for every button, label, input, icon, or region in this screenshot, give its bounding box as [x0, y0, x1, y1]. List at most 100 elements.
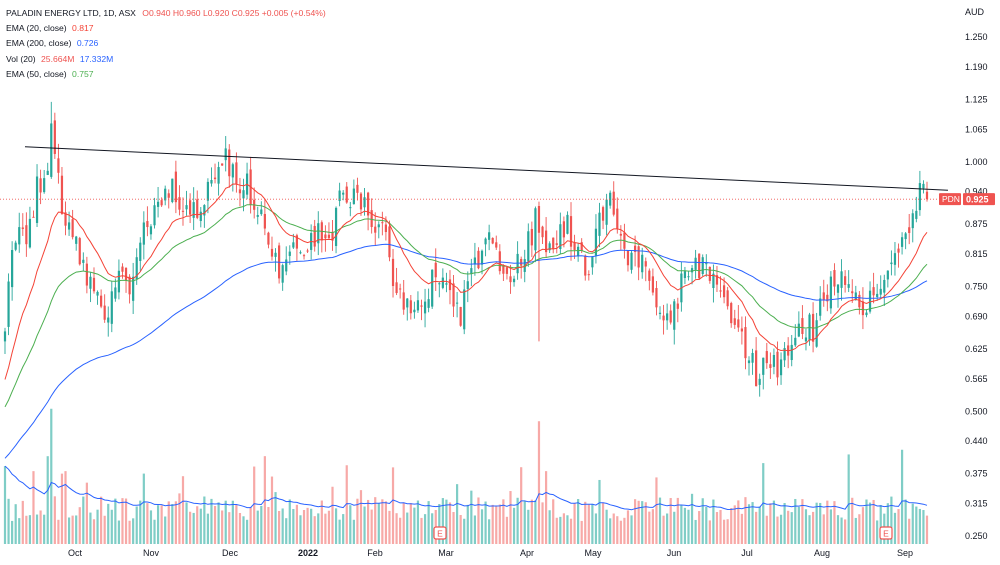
- candle-body: [438, 283, 441, 285]
- volume-bar: [18, 518, 21, 544]
- price-tick-label: 0.500: [965, 406, 988, 416]
- ema200-value: 0.726: [76, 38, 99, 49]
- time-tick-label: Jun: [667, 548, 682, 558]
- volume-bar: [135, 506, 138, 544]
- candle-body: [7, 281, 10, 327]
- volume-bar: [662, 515, 665, 544]
- candle-body: [908, 227, 911, 234]
- candle-body: [698, 253, 701, 279]
- candle-body: [110, 291, 113, 324]
- volume-bar: [844, 519, 847, 544]
- candle-body: [712, 273, 715, 289]
- candle-body: [210, 180, 213, 184]
- candle-body: [242, 190, 245, 199]
- volume-ma-line: [4, 465, 928, 511]
- time-axis[interactable]: Oct Nov Dec 2022 Feb Mar Apr May Jun Jul Aug Sep: [68, 548, 913, 558]
- volume-bar: [790, 512, 793, 544]
- volume-bar: [559, 516, 562, 544]
- earnings-label: E: [437, 529, 443, 539]
- legend-ema20[interactable]: EMA (20, close) 0.817: [6, 21, 326, 36]
- volume-bar: [751, 502, 754, 544]
- candle-body: [423, 301, 427, 314]
- candle-body: [883, 279, 886, 293]
- volume-bar: [769, 503, 772, 544]
- volume-bar: [591, 503, 594, 544]
- volume-bar: [50, 408, 53, 544]
- price-axis[interactable]: AUD 1.250 1.190 1.125 1.065 1.000 0.940 0.875 0.…: [939, 7, 995, 541]
- candle-body: [11, 250, 14, 288]
- candle-body: [598, 212, 601, 236]
- candle-body: [829, 276, 832, 309]
- volume-bar: [288, 499, 291, 544]
- candle-body: [224, 148, 227, 161]
- time-tick-label: May: [584, 548, 602, 558]
- volume-bar: [829, 509, 832, 544]
- candle-body: [85, 263, 88, 286]
- volume-bar: [626, 510, 630, 544]
- ema20-line: [4, 183, 928, 380]
- candle-body: [480, 250, 484, 265]
- price-tick-label: 1.125: [965, 94, 988, 104]
- ema200-label: EMA (200, close): [6, 38, 72, 49]
- volume-bar: [666, 513, 669, 544]
- legend-ema50[interactable]: EMA (50, close) 0.757: [6, 67, 326, 82]
- candle-body: [370, 210, 373, 228]
- volume-bar: [740, 513, 743, 544]
- volume-bar: [577, 499, 580, 544]
- volume-bar: [345, 465, 348, 544]
- volume-bar: [548, 510, 551, 544]
- legend-ema200[interactable]: EMA (200, close) 0.726: [6, 36, 326, 51]
- candle-body: [886, 270, 889, 280]
- volume-bar: [331, 486, 334, 544]
- price-tick-label: 0.940: [965, 187, 988, 197]
- candle-body: [559, 224, 562, 249]
- earnings-marker[interactable]: E: [879, 526, 893, 540]
- candle-body: [292, 242, 295, 248]
- candle-body: [267, 232, 270, 245]
- candle-body: [82, 259, 85, 263]
- volume-bar: [21, 500, 24, 544]
- candle-body: [302, 255, 306, 257]
- volume-bar: [185, 502, 188, 544]
- volume-bar: [260, 505, 263, 544]
- volume-bar: [100, 496, 103, 544]
- candle-body: [14, 242, 17, 250]
- volume-bar: [655, 477, 658, 544]
- candle-body: [25, 225, 28, 245]
- candle-body: [666, 313, 669, 321]
- candle-body: [555, 243, 558, 245]
- legend-volume[interactable]: Vol (20) 25.664M 17.332M: [6, 52, 326, 67]
- candle-body: [50, 123, 53, 177]
- candle-body: [39, 178, 42, 193]
- candle-body: [804, 337, 808, 342]
- volume-bar: [904, 499, 907, 544]
- candle-body: [890, 262, 893, 265]
- volume-bar: [858, 514, 861, 544]
- candle-body: [192, 202, 195, 218]
- earnings-marker[interactable]: E: [433, 526, 447, 540]
- volume-bar: [342, 514, 345, 544]
- volume-bar: [851, 497, 854, 544]
- volume-bar: [110, 509, 113, 544]
- candle-body: [356, 184, 359, 193]
- candle-body: [872, 287, 875, 296]
- candle-body: [495, 242, 498, 248]
- candle-body: [420, 305, 423, 307]
- candle-body: [865, 312, 868, 316]
- volume-bar: [601, 502, 605, 544]
- volume-bar: [153, 519, 156, 544]
- candle-body: [217, 166, 220, 184]
- price-tick-label: 0.440: [965, 436, 988, 446]
- volume-bar: [278, 510, 281, 544]
- candle-body: [922, 183, 925, 189]
- candle-body: [149, 226, 153, 235]
- volume-bar: [541, 502, 544, 544]
- volume-bar: [819, 502, 822, 544]
- candle-body: [327, 234, 331, 239]
- volume-bar: [374, 497, 377, 544]
- candle-body: [790, 344, 793, 361]
- volume-bar: [103, 515, 106, 544]
- trend-line[interactable]: [24, 146, 949, 191]
